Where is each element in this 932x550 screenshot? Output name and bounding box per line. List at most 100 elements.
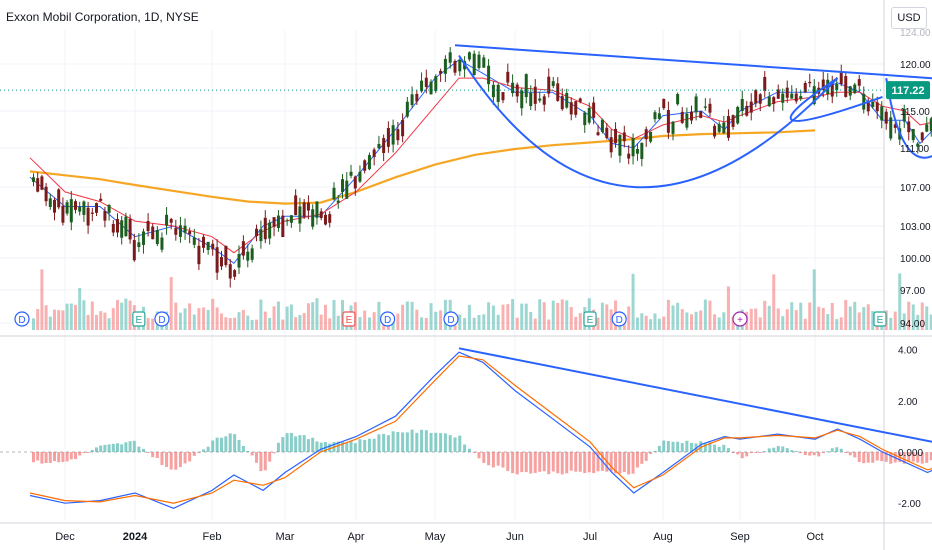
macd-histogram-bar <box>794 450 798 452</box>
earnings-marker <box>873 311 887 327</box>
volume-bar <box>215 307 219 330</box>
candle-body <box>694 96 698 113</box>
ma-line-ema_slow <box>29 77 932 254</box>
macd-histogram-bar <box>830 448 834 452</box>
macd-histogram-bar <box>311 437 315 452</box>
macd-histogram-bar <box>285 433 289 452</box>
volume-bar <box>206 309 210 330</box>
trendline-0 <box>454 44 932 80</box>
candle-body <box>311 209 315 227</box>
macd-histogram-bar <box>916 452 920 463</box>
candle-body <box>306 202 310 211</box>
candle-body <box>391 125 395 145</box>
candle-body <box>99 198 103 201</box>
macd-histogram-bar <box>703 443 707 452</box>
dividend-marker <box>380 311 396 327</box>
candle-body <box>565 92 569 108</box>
volume-bar <box>319 314 323 330</box>
y-tick-label: 100.00 <box>900 254 931 265</box>
volume-bar <box>401 304 405 330</box>
volume-bar <box>533 318 537 330</box>
macd-histogram-bar <box>772 447 776 452</box>
candle-body <box>116 218 119 233</box>
candle-body <box>871 101 875 107</box>
volume-bar <box>289 304 293 330</box>
macd-histogram-bar <box>515 452 519 475</box>
macd-histogram-bar <box>137 446 141 452</box>
candle-body <box>745 105 749 116</box>
volume-bar <box>803 318 807 330</box>
macd-histogram-bar <box>228 433 232 452</box>
candle-body <box>332 187 336 200</box>
macd-trendline-0 <box>458 347 932 443</box>
volume-bar <box>916 314 920 330</box>
volume-bar <box>36 309 40 330</box>
candle-body <box>192 237 196 245</box>
volume-bar <box>853 301 857 330</box>
macd-histogram-bar <box>524 452 528 473</box>
macd-histogram-bar <box>211 440 215 452</box>
macd-histogram-bar <box>749 452 753 453</box>
macd-histogram-bar <box>107 444 111 452</box>
x-tick-label: Oct <box>806 531 823 543</box>
macd-histogram-bar <box>844 452 848 454</box>
ma-line-sma_long <box>29 129 816 205</box>
macd-histogram-bar <box>708 442 712 452</box>
candle-body <box>396 129 400 141</box>
candle-body <box>515 84 519 97</box>
candle-body <box>363 160 367 171</box>
candle-body <box>132 240 136 261</box>
earnings-marker <box>132 311 146 327</box>
candle-body <box>644 129 648 140</box>
currency-button[interactable]: USD <box>891 7 927 29</box>
volume-bar <box>434 311 438 330</box>
macd-histogram-bar <box>259 452 263 472</box>
macd-histogram-bar <box>40 452 44 464</box>
macd-histogram-bar <box>501 452 505 468</box>
volume-bar <box>328 318 332 330</box>
volume-bar <box>363 310 367 330</box>
volume-bar <box>472 317 476 330</box>
macd-histogram-bar <box>434 432 438 452</box>
volume-bar <box>178 312 182 330</box>
macd-histogram-bar <box>785 448 789 452</box>
macd-tick-label: -2.00 <box>898 499 921 510</box>
candle-body <box>866 100 870 112</box>
macd-histogram-bar <box>754 452 758 453</box>
macd-histogram-bar <box>336 441 340 452</box>
macd-histogram-bar <box>812 452 816 456</box>
macd-tick-label: 4.00 <box>898 346 918 357</box>
chart-title: Exxon Mobil Corporation, 1D, NYSE <box>6 10 199 24</box>
macd-histogram-bar <box>781 446 785 452</box>
macd-histogram-bar <box>929 452 932 461</box>
candle-body <box>259 229 263 242</box>
candle-body <box>482 57 486 68</box>
candle-body <box>160 237 164 250</box>
volume-bar <box>794 310 798 330</box>
candle-body <box>501 92 505 101</box>
volume-bar <box>722 312 726 330</box>
macd-histogram-bar <box>192 452 196 456</box>
candle-body <box>907 121 911 133</box>
volume-bar <box>439 310 443 330</box>
macd-histogram-bar <box>86 452 90 453</box>
candle-body <box>857 79 861 86</box>
macd-histogram-bar <box>717 446 721 452</box>
candle-body <box>289 215 293 223</box>
candle-body <box>206 241 210 250</box>
macd-histogram-bar <box>463 444 467 452</box>
volume-bar <box>74 304 77 330</box>
volume-bar <box>551 300 555 330</box>
candle-body <box>529 92 533 107</box>
macd-histogram-bar <box>726 448 730 452</box>
volume-bar <box>429 303 433 330</box>
candle-body <box>609 137 613 153</box>
candle-body <box>776 89 780 99</box>
candle-body <box>61 205 65 223</box>
volume-bar <box>754 308 758 330</box>
macd-histogram-bar <box>132 440 136 452</box>
macd-histogram-bar <box>880 452 884 462</box>
volume-bar <box>272 306 276 330</box>
macd-histogram-bar <box>875 452 879 461</box>
macd-histogram-bar <box>281 437 285 452</box>
